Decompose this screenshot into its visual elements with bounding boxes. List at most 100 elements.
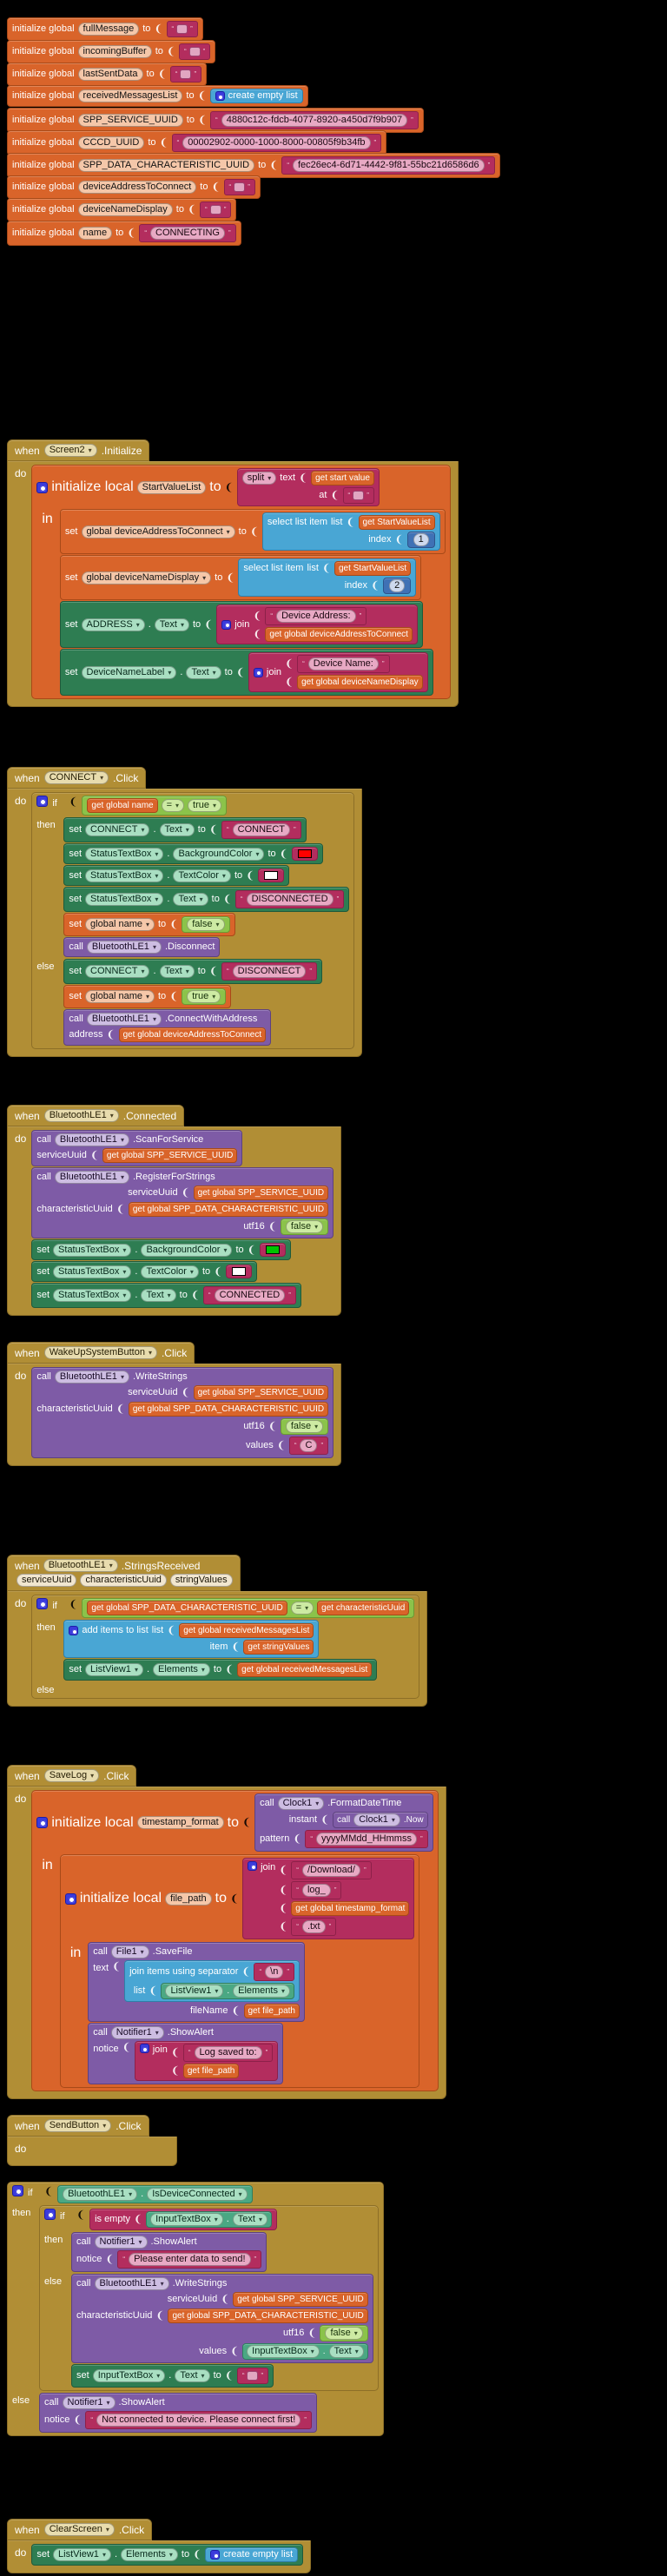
property-dropdown[interactable]: Elements [233, 1985, 290, 1998]
get-global-receivedMessagesList[interactable]: get global receivedMessagesList [179, 1623, 314, 1638]
separator-value-field[interactable]: \n [265, 1965, 284, 1978]
local-init-file-path[interactable]: initialize local file_path to ❨ join [59, 1854, 420, 2088]
string-literal-block[interactable]: “ DISCONNECTED ” [234, 890, 345, 908]
string-value-field[interactable]: DISCONNECT [232, 965, 307, 978]
event-savelog-click[interactable]: when SaveLog .Click do initialize local … [7, 1765, 446, 2099]
component-dropdown[interactable]: ADDRESS [81, 618, 145, 631]
text-slot[interactable] [353, 491, 365, 500]
get-ListView1-Elements[interactable]: ListView1 . Elements [161, 1983, 294, 1999]
component-dropdown[interactable]: InputTextBox [247, 2345, 320, 2358]
global-SPP_SERVICE_UUID[interactable]: initialize global SPP_SERVICE_UUID to ❨ … [7, 108, 424, 133]
property-dropdown[interactable]: Text [328, 2345, 364, 2358]
string-literal-block[interactable]: “ CONNECT ” [221, 821, 301, 839]
component-dropdown[interactable]: CONNECT [85, 823, 150, 836]
event-connect-click[interactable]: when CONNECT .Click do if ❨ get global n… [7, 767, 363, 1057]
string-literal-block[interactable]: “ Please enter data to send! ” [117, 2250, 262, 2269]
logic-value-dropdown[interactable]: false [187, 918, 225, 931]
inner-if-block[interactable]: if ❨ is empty ❨ InputTextBox . Text [39, 2205, 379, 2391]
global-name-field[interactable]: lastSentData [77, 68, 143, 81]
local-name-field[interactable]: file_path [165, 1892, 212, 1906]
text-slot[interactable] [176, 24, 188, 34]
call-RegisterForStrings[interactable]: call BluetoothLE1 .RegisterForStrings se… [31, 1167, 334, 1238]
component-dropdown[interactable]: ListView1 [85, 1663, 143, 1676]
component-dropdown[interactable]: BluetoothLE1 [54, 1133, 129, 1146]
set-CONNECT-Text[interactable]: set CONNECT . Text to ❨ “ CONNECT ” [63, 817, 307, 842]
component-dropdown[interactable]: CONNECT [85, 965, 150, 978]
get-global-deviceAddressToConnect[interactable]: get global deviceAddressToConnect [118, 1027, 267, 1042]
split-op-dropdown[interactable]: split [241, 472, 277, 485]
local-name-field[interactable]: timestamp_format [136, 1816, 224, 1829]
string-value-field[interactable]: DISCONNECTED [246, 893, 334, 906]
mutator-gear-icon[interactable] [44, 2209, 56, 2220]
string-value-field[interactable]: Please enter data to send! [129, 2253, 251, 2266]
get-file-path[interactable]: get file_path [243, 2004, 300, 2018]
set-DeviceNameLabel-Text[interactable]: set DeviceNameLabel . Text to ❨ join [59, 649, 433, 696]
number-field[interactable]: 2 [389, 579, 406, 592]
component-dropdown[interactable]: Notifier1 [94, 2236, 148, 2249]
comparison-block[interactable]: get global name = true [82, 796, 228, 816]
separator-string-block[interactable]: “ \n ” [254, 1963, 294, 1981]
event-clearscreen-click[interactable]: when ClearScreen .Click do set ListView1… [7, 2519, 312, 2573]
get-global-name[interactable]: get global name [87, 798, 158, 813]
component-dropdown[interactable]: BluetoothLE1 [86, 941, 162, 954]
join-block[interactable]: join ❨ “ /Download/ ” [242, 1858, 415, 1939]
call-Clock1-FormatDateTime[interactable]: call Clock1 .FormatDateTime instant ❨ ca… [254, 1793, 433, 1852]
get-start-value-block[interactable]: get start value [311, 471, 374, 485]
mutator-gear-icon[interactable] [253, 667, 263, 677]
if-then-else-block[interactable]: if ❨ get global SPP_DATA_CHARACTERISTIC_… [31, 1595, 420, 1699]
get-global-SPP_DATA_CHARACTERISTIC_UUID[interactable]: get global SPP_DATA_CHARACTERISTIC_UUID [128, 1402, 329, 1417]
number-block[interactable]: 2 [383, 578, 412, 594]
global-name-field[interactable]: deviceNameDisplay [77, 203, 173, 216]
string-literal-block[interactable]: “ Device Name: ” [297, 655, 390, 673]
set-ListView1-Elements-empty[interactable]: set ListView1 . Elements to ❨ create emp… [31, 2544, 304, 2566]
component-dropdown[interactable]: BluetoothLE1 [43, 1559, 118, 1572]
set-global-deviceAddressToConnect[interactable]: set global deviceAddressToConnect to ❨ s… [59, 509, 446, 554]
call-ScanForService[interactable]: call BluetoothLE1 .ScanForService servic… [31, 1130, 243, 1166]
string-value-field[interactable]: Not connected to device. Please connect … [96, 2414, 301, 2427]
global-target-dropdown[interactable]: global deviceAddressToConnect [81, 525, 235, 538]
color-block[interactable] [258, 869, 285, 882]
component-dropdown[interactable]: ListView1 [53, 2548, 111, 2561]
get-global-SPP_DATA_CHARACTERISTIC_UUID[interactable]: get global SPP_DATA_CHARACTERISTIC_UUID [168, 2308, 368, 2323]
global-deviceNameDisplay[interactable]: initialize global deviceNameDisplay to ❨… [7, 198, 237, 221]
set-StatusTextBox-Text-connected[interactable]: set StatusTextBox . Text to ❨ “ CONNECTE… [31, 1283, 301, 1308]
get-global-SPP_SERVICE_UUID[interactable]: get global SPP_SERVICE_UUID [102, 1148, 238, 1163]
empty-string-block[interactable]: “ ” [236, 2368, 269, 2384]
component-dropdown[interactable]: DeviceNameLabel [81, 665, 177, 679]
string-value-field[interactable]: C [300, 1439, 318, 1452]
call-Clock1-Now[interactable]: call Clock1 .Now [333, 1812, 428, 1828]
string-literal-block[interactable]: “ fec26ec4-6d71-4442-9f81-55bc21d6586d6 … [281, 156, 496, 175]
global-init-block[interactable]: initialize global deviceNameDisplay to ❨… [7, 198, 237, 221]
param-serviceUuid[interactable]: serviceUuid [17, 1574, 77, 1587]
get-StartValueList-block[interactable]: get StartValueList [358, 515, 435, 530]
string-literal-block[interactable]: “ CONNECTED ” [202, 1286, 296, 1305]
property-dropdown[interactable]: BackgroundColor [141, 1243, 233, 1257]
get-InputTextBox-Text[interactable]: InputTextBox . Text [146, 2211, 272, 2228]
text-slot[interactable] [209, 205, 221, 215]
property-dropdown[interactable]: Text [173, 893, 208, 906]
event-header[interactable]: when BluetoothLE1 .Connected [7, 1105, 185, 1126]
text-slot[interactable] [234, 182, 246, 192]
call-File1-SaveFile[interactable]: call File1 .SaveFile text ❨ [88, 1942, 305, 2022]
select-list-item-block[interactable]: select list item list ❨ get StartValueLi… [261, 512, 440, 551]
get-StartValueList-block[interactable]: get StartValueList [334, 561, 412, 576]
event-header[interactable]: when Screen2 .Initialize [7, 439, 150, 461]
string-value-field[interactable]: CONNECT [232, 823, 291, 836]
component-dropdown[interactable]: SaveLog [43, 1769, 100, 1782]
component-dropdown[interactable]: StatusTextBox [53, 1289, 132, 1302]
mutator-gear-icon[interactable] [36, 1598, 49, 1609]
get-global-receivedMessagesList[interactable]: get global receivedMessagesList [237, 1662, 373, 1677]
component-dropdown[interactable]: WakeUpSystemButton [43, 1346, 157, 1359]
property-dropdown[interactable]: Text [141, 1289, 176, 1302]
color-swatch-icon[interactable] [232, 1267, 247, 1276]
global-target-dropdown[interactable]: global deviceNameDisplay [81, 571, 212, 585]
global-incomingBuffer[interactable]: initialize global incomingBuffer to ❨ “ … [7, 40, 216, 63]
global-init-block[interactable]: initialize global SPP_SERVICE_UUID to ❨ … [7, 108, 424, 133]
component-dropdown[interactable]: SendButton [43, 2119, 112, 2132]
property-dropdown[interactable]: Text [154, 618, 189, 631]
empty-string-block[interactable]: “ ” [169, 66, 202, 83]
string-value-field[interactable]: Device Name: [307, 657, 379, 670]
comparison-operator[interactable]: = [161, 799, 185, 812]
property-dropdown[interactable]: Text [159, 965, 195, 978]
